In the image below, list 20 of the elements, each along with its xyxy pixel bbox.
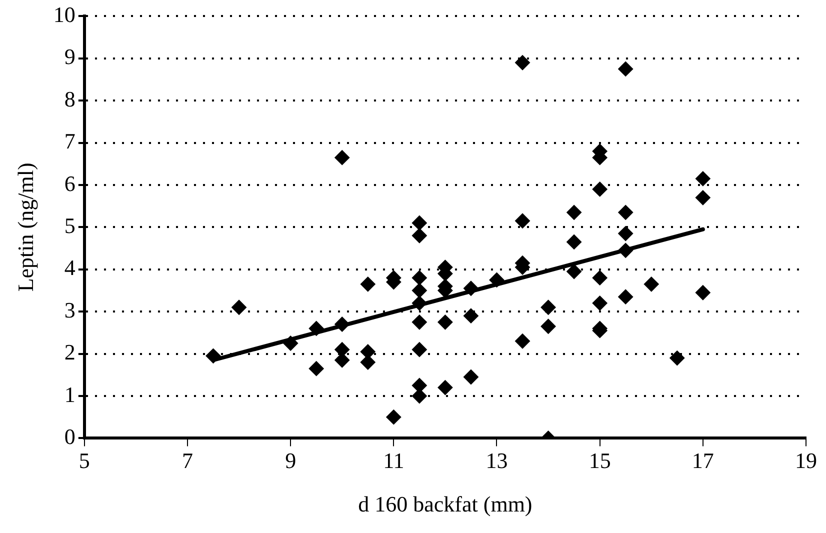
x-tick-label: 15 — [588, 448, 611, 474]
y-tick-label: 1 — [64, 382, 76, 407]
y-tick-label: 2 — [64, 340, 76, 365]
x-axis-title: d 160 backfat (mm) — [358, 492, 532, 517]
y-tick-label: 6 — [64, 170, 76, 196]
x-tick-label: 7 — [182, 448, 193, 474]
x-tick-label: 9 — [285, 448, 296, 474]
y-tick-label: 5 — [64, 212, 76, 238]
y-tick-label: 4 — [64, 255, 76, 280]
y-tick-label: 9 — [64, 44, 76, 70]
y-tick-label: 0 — [64, 424, 76, 449]
y-tick-label: 10 — [53, 2, 76, 27]
x-tick-label: 17 — [692, 448, 714, 474]
y-tick-label: 8 — [64, 86, 76, 112]
x-tick-label: 11 — [383, 448, 404, 474]
y-axis-title: Leptin (ng/ml) — [12, 162, 38, 292]
y-tick-label: 3 — [64, 297, 76, 322]
x-tick-label: 19 — [795, 448, 817, 474]
y-tick-label: 7 — [64, 128, 76, 154]
x-tick-label: 13 — [486, 448, 508, 474]
